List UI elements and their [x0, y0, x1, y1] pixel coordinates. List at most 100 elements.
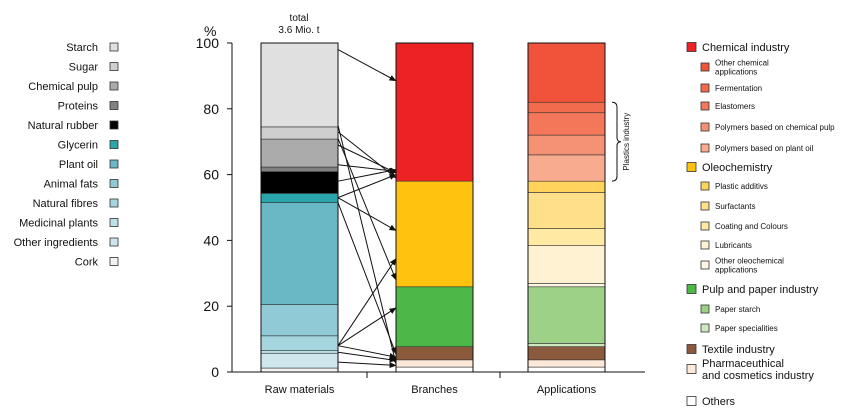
raw-legend-label: Natural fibres: [33, 198, 99, 210]
bar-outline: [260, 42, 339, 373]
bar-segment: [395, 180, 474, 288]
bar-segment: [395, 346, 474, 361]
app-legend-sub-label: Coating and Colours: [715, 222, 788, 231]
app-legend-sub-swatch: [700, 62, 710, 72]
app-legend-main-label: Pulp and paper industry: [702, 284, 819, 296]
raw-legend-label: Starch: [66, 42, 98, 54]
y-axis: 0 20 40 60 80 100: [196, 35, 233, 380]
bar-segment: [527, 228, 606, 246]
bar-segment: [260, 126, 339, 140]
app-legend-main-swatch: [686, 396, 697, 406]
app-legend-sub-label: applications: [715, 67, 757, 76]
bar-segment: [260, 350, 339, 354]
app-legend-main-label: Oleochemistry: [702, 162, 773, 174]
y-axis-unit-label: %: [204, 23, 216, 39]
bar-segment: [527, 42, 606, 103]
app-legend-sub-swatch: [700, 201, 710, 211]
raw-legend-swatch: [109, 140, 119, 149]
app-legend-sub-swatch: [700, 323, 710, 333]
bar-segment: [395, 42, 474, 182]
app-legend-sub-label: Other chemical: [715, 58, 769, 67]
bar-segment: [260, 367, 339, 373]
app-legend-sub-label: Polymers based on plant oil: [715, 144, 814, 153]
raw-legend-swatch: [109, 218, 119, 227]
flow-arrow: [337, 361, 397, 369]
raw-legend-label: Chemical pulp: [28, 81, 98, 93]
app-legend-main-label: Others: [702, 396, 736, 408]
raw-legend-label: Sugar: [69, 62, 99, 74]
total-label-line-2: 3.6 Mio. t: [278, 25, 319, 36]
app-legend-sub-swatch: [700, 83, 710, 93]
flow-arrow: [337, 258, 397, 346]
bar-segment: [260, 202, 339, 305]
app-legend-sub-label: Other oleochemical: [715, 256, 784, 265]
raw-legend-swatch: [109, 257, 119, 266]
app-legend-sub-swatch: [700, 240, 710, 250]
raw-legend-swatch: [109, 179, 119, 188]
raw-legend-swatch: [109, 120, 119, 130]
bar-segment: [527, 346, 606, 361]
flow-arrow: [337, 144, 397, 174]
bar-segment: [260, 352, 339, 369]
app-legend-main-label: and cosmetics industry: [702, 370, 814, 382]
app-legend-sub-label: Polymers based on chemical pulp: [715, 123, 835, 132]
bar-segment: [260, 335, 339, 351]
y-tick-label: 20: [203, 298, 219, 314]
bar-segment: [527, 192, 606, 229]
bar-segment: [260, 42, 339, 128]
bar-segment: [527, 343, 606, 347]
app-legend-main-label: Chemical industry: [702, 42, 790, 54]
app-legend-main-swatch: [686, 162, 697, 172]
raw-legend-swatch: [109, 101, 119, 110]
raw-legend-swatch: [109, 159, 119, 169]
app-legend-sub-label: Paper specialities: [715, 324, 778, 333]
y-tick-label: 100: [196, 35, 220, 51]
app-legend-main-swatch: [686, 42, 697, 52]
bar-raw-materials: [260, 42, 339, 373]
bar-segment: [527, 359, 606, 368]
bar-segment: [260, 193, 339, 203]
bar-segment: [260, 171, 339, 194]
raw-legend-label: Glycerin: [58, 140, 98, 152]
raw-legend-label: Animal fats: [44, 179, 99, 191]
bar-segment: [395, 359, 474, 368]
bar-segment: [527, 112, 606, 136]
x-category-label: Raw materials: [265, 384, 335, 396]
x-axis: Raw materials Branches Applications: [232, 371, 645, 396]
raw-legend-label: Other ingredients: [14, 237, 99, 249]
flow-arrow: [337, 138, 397, 281]
bar-segment: [260, 166, 339, 172]
app-legend-sub-swatch: [700, 260, 710, 270]
bar-segment: [527, 245, 606, 284]
bar-segment: [260, 304, 339, 337]
raw-legend-swatch: [109, 198, 119, 208]
flow-arrow: [337, 167, 397, 182]
flow-arrow: [337, 164, 397, 174]
raw-legend-label: Proteins: [58, 101, 99, 113]
app-legend-main-label: Pharmaceuthical: [702, 358, 784, 370]
bar-segment: [395, 366, 474, 373]
bar-segment: [527, 134, 606, 156]
bar-branches: [395, 42, 474, 373]
x-category-label: Applications: [537, 384, 597, 396]
bar-outline: [395, 42, 474, 373]
app-legend-main-swatch: [686, 344, 697, 354]
bar-segment: [527, 154, 606, 182]
bar-segment: [527, 366, 606, 373]
raw-legend-swatch: [109, 237, 119, 247]
app-legend-sub-label: Elastomers: [715, 102, 755, 111]
y-tick-label: 60: [203, 167, 219, 183]
app-legend-main-swatch: [686, 364, 697, 374]
raw-legend-label: Plant oil: [59, 159, 98, 171]
app-legend-sub-label: applications: [715, 265, 757, 274]
app-legend-sub-swatch: [700, 221, 710, 231]
raw-legend-swatch: [109, 81, 119, 91]
bar-segment: [527, 101, 606, 114]
bar-segment: [527, 180, 606, 193]
stacked-bars: [260, 42, 606, 373]
app-legend-sub-swatch: [700, 304, 710, 314]
flow-arrow: [337, 49, 397, 82]
flow-arrow: [337, 351, 397, 363]
